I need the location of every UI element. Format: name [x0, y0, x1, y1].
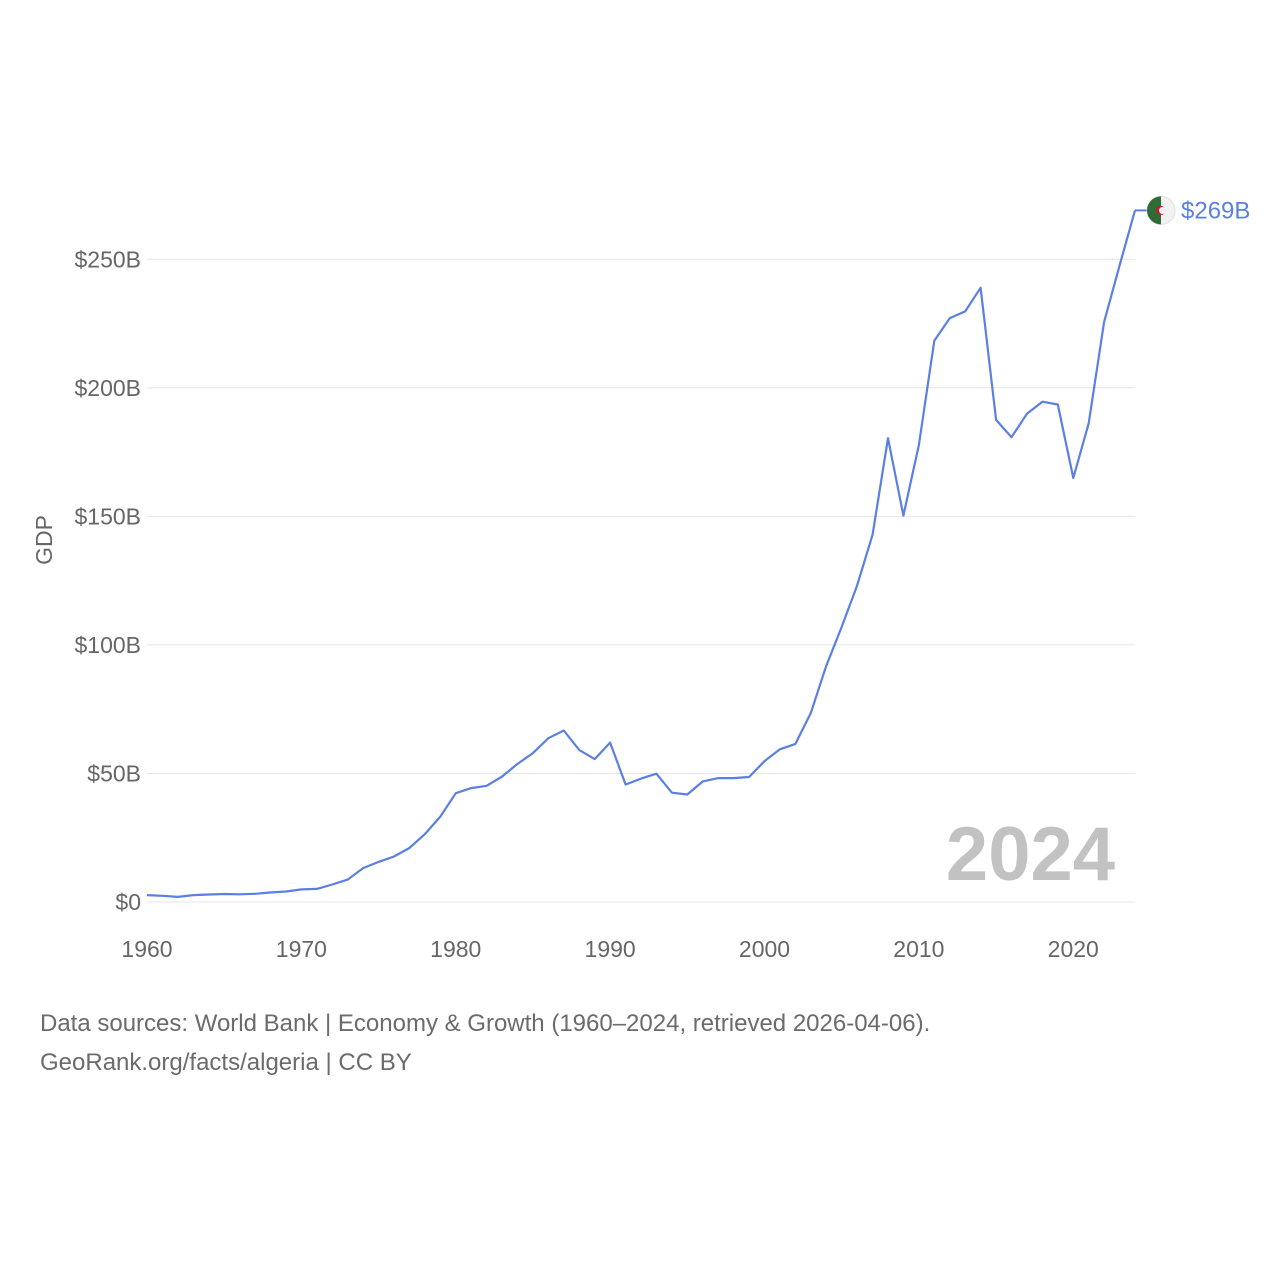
gdp-line-chart: $0$50B$100B$150B$200B$250B 1960 1970 1980 1…: [31, 195, 1250, 962]
y-tick-label: $50B: [87, 760, 141, 786]
series-group: [146, 210, 1137, 899]
end-marker: $269B: [1135, 195, 1250, 225]
y-axis: $0 $50B $100B $150B $200B $250B: [74, 246, 141, 915]
x-tick-label: 2000: [739, 936, 790, 962]
y-axis-label: GDP: [31, 515, 57, 565]
series-line: [146, 210, 1137, 899]
y-tick-label: $0: [115, 889, 141, 915]
license-text: GeoRank.org/facts/algeria | CC BY: [40, 1049, 412, 1076]
current-year-label: 2024: [946, 812, 1115, 897]
y-tick-label: $200B: [74, 375, 141, 401]
source-text: Data sources: World Bank | Economy & Gro…: [40, 1010, 931, 1037]
algeria-flag-icon: [1146, 195, 1176, 225]
x-tick-label: 1960: [121, 936, 172, 962]
x-axis: 1960 1970 1980 1990 2000 2010 2020: [121, 936, 1098, 962]
y-tick-label: $150B: [74, 503, 141, 529]
y-tick-label: $250B: [74, 246, 141, 272]
end-value-label: $269B: [1181, 197, 1250, 224]
x-tick-label: 1980: [430, 936, 481, 962]
x-tick-label: 2010: [893, 936, 944, 962]
x-tick-label: 1970: [276, 936, 327, 962]
footer: Data sources: World Bank | Economy & Gro…: [40, 1004, 930, 1082]
x-tick-label: 2020: [1048, 936, 1099, 962]
y-tick-label: $100B: [74, 632, 141, 658]
gridlines: [147, 258, 1135, 903]
x-tick-label: 1990: [585, 936, 636, 962]
